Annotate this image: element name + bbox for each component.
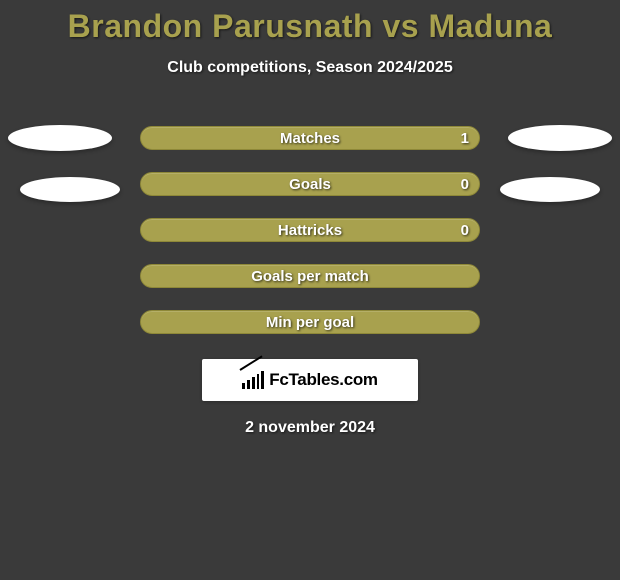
logo-text: FcTables.com xyxy=(269,370,378,390)
stat-label: Goals per match xyxy=(251,268,369,285)
stats-area: Matches 1 Goals 0 Hattricks 0 xyxy=(0,115,620,345)
stat-value: 0 xyxy=(461,176,469,193)
stat-row-hattricks: Hattricks 0 xyxy=(0,207,620,253)
stat-bar: Goals 0 xyxy=(140,172,480,196)
stat-value: 1 xyxy=(461,130,469,147)
stat-bar: Min per goal xyxy=(140,310,480,334)
page-title: Brandon Parusnath vs Maduna xyxy=(0,0,620,45)
stat-label: Hattricks xyxy=(278,222,342,239)
date-label: 2 november 2024 xyxy=(0,419,620,437)
stat-label: Goals xyxy=(289,176,331,193)
comparison-infographic: Brandon Parusnath vs Maduna Club competi… xyxy=(0,0,620,437)
chart-icon xyxy=(242,371,264,389)
subtitle: Club competitions, Season 2024/2025 xyxy=(0,59,620,77)
stat-label: Matches xyxy=(280,130,340,147)
stat-label: Min per goal xyxy=(266,314,354,331)
stat-row-goals-per-match: Goals per match xyxy=(0,253,620,299)
stat-bar: Hattricks 0 xyxy=(140,218,480,242)
stat-bar: Goals per match xyxy=(140,264,480,288)
stat-row-goals: Goals 0 xyxy=(0,161,620,207)
stat-bar: Matches 1 xyxy=(140,126,480,150)
stat-row-matches: Matches 1 xyxy=(0,115,620,161)
stat-value: 0 xyxy=(461,222,469,239)
fctables-logo: FcTables.com xyxy=(202,359,418,401)
stat-row-min-per-goal: Min per goal xyxy=(0,299,620,345)
